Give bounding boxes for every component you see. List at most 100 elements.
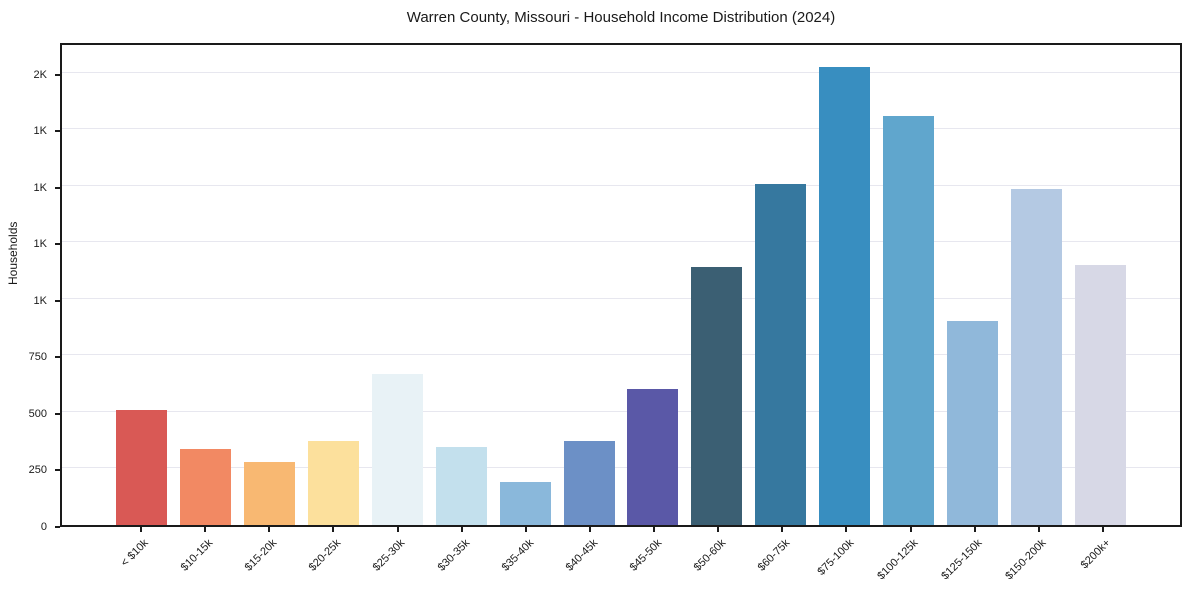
y-tick-label: 250 [28, 464, 47, 477]
y-tick-mark [55, 469, 60, 472]
bar-slot [429, 45, 493, 525]
x-slot: $100-125k [875, 527, 942, 589]
x-tick-label-$125-150k: $125-150k [939, 537, 985, 583]
x-tick-label-$100-125k: $100-125k [875, 537, 921, 583]
x-slot: < $10k [108, 527, 172, 589]
y-tick-label: 750 [28, 351, 47, 364]
bar-$35-40k [499, 482, 551, 525]
x-tick-label-$35-40k: $35-40k [499, 537, 536, 574]
x-tick-label-$30-35k: $30-35k [435, 537, 472, 574]
gridline-250 [62, 467, 1180, 469]
x-tick-mark [396, 527, 399, 532]
x-tick-label-$60-75k: $60-75k [755, 537, 793, 574]
gridline-1500 [62, 184, 1180, 186]
gridline-750 [62, 354, 1180, 356]
x-tick-mark [653, 527, 656, 532]
bar-$45-50k [627, 389, 679, 525]
y-tick-label: 1K [33, 294, 47, 307]
bar-$30-35k [435, 446, 487, 525]
x-axis-ticks: < $10k $10-15k $15-20k $20-25k $25-30k $30-35… [60, 527, 1182, 589]
x-tick-label-$40-45k: $40-45k [563, 537, 601, 574]
x-slot: $20-25k [300, 527, 364, 589]
x-slot: $60-75k [749, 527, 813, 589]
x-tick-mark [140, 527, 143, 532]
gridline-1750 [62, 128, 1180, 130]
x-slot: $75-100k [813, 527, 877, 589]
bar-slot [1068, 45, 1132, 525]
x-tick-label-$15-20k: $15-20k [242, 537, 280, 574]
y-tick-label: 1K [33, 238, 47, 251]
x-tick-label-$150-200k: $150-200k [1003, 537, 1049, 583]
bar-slot [749, 45, 813, 525]
x-tick-label-$50-60k: $50-60k [691, 537, 729, 574]
bar-slot [366, 45, 430, 525]
y-tick-mark [55, 73, 60, 76]
x-tick-mark [204, 527, 207, 532]
x-slot: $15-20k [236, 527, 300, 589]
y-tick-mark [55, 526, 60, 528]
bar-$10-15k [180, 448, 232, 525]
bar-$125-150k [946, 320, 998, 525]
bar-slot [174, 45, 238, 525]
x-tick-mark [717, 527, 720, 532]
x-slot: $150-200k [1003, 527, 1070, 589]
bar-slot [302, 45, 366, 525]
x-tick-mark [845, 527, 848, 532]
bar-slot [238, 45, 302, 525]
x-tick-mark [524, 527, 527, 532]
x-tick-mark [588, 527, 591, 532]
bar-$25-30k [371, 373, 423, 525]
x-tick-mark [460, 527, 463, 532]
x-tick-label-$75-100k: $75-100k [815, 537, 857, 578]
x-tick-label-$45-50k: $45-50k [627, 537, 665, 574]
bar-slot [493, 45, 557, 525]
chart-title: Warren County, Missouri - Household Inco… [406, 9, 836, 26]
bar-slot [877, 45, 941, 525]
gridline-1000 [62, 297, 1180, 299]
bar-$200k+ [1074, 264, 1126, 525]
x-tick-label-$20-25k: $20-25k [306, 537, 344, 574]
bar-$40-45k [563, 440, 615, 525]
x-tick-label-$200k+: $200k+ [1078, 537, 1114, 572]
y-tick-label: 500 [28, 407, 47, 420]
x-tick-mark [268, 527, 271, 532]
y-tick-label: 1K [33, 181, 47, 194]
bar-slot [1004, 45, 1068, 525]
y-tick-label: 1K [33, 125, 47, 138]
bar-slot [813, 45, 877, 525]
y-tick-mark [55, 186, 60, 189]
bar-$50-60k [691, 267, 743, 525]
x-slot: $125-150k [939, 527, 1006, 589]
x-slot: $50-60k [685, 527, 749, 589]
x-tick-mark [909, 527, 912, 532]
x-tick-mark [973, 527, 976, 532]
x-tick-label-$10-15k: $10-15k [178, 537, 216, 574]
bar-$100-125k [882, 115, 934, 525]
x-tick-mark [1101, 527, 1104, 532]
x-tick-label-< $10k: < $10k [119, 537, 152, 570]
x-tick-mark [332, 527, 335, 532]
bars-container [62, 45, 1180, 525]
x-slot: $10-15k [172, 527, 236, 589]
bar-slot [940, 45, 1004, 525]
bar-$150-200k [1010, 188, 1062, 525]
bar-slot [557, 45, 621, 525]
plot-area [60, 43, 1182, 527]
bar-$20-25k [308, 440, 360, 525]
bar-$15-20k [244, 462, 296, 525]
x-slot: $200k+ [1070, 527, 1134, 589]
bar-$60-75k [755, 184, 807, 525]
y-tick-label: 2K [33, 68, 47, 81]
y-tick-mark [55, 130, 60, 133]
gridline-2000 [62, 71, 1180, 73]
y-tick-mark [55, 356, 60, 359]
gridline-1250 [62, 241, 1180, 243]
x-slot: $30-35k [429, 527, 493, 589]
bar-slot [621, 45, 685, 525]
x-slot: $45-50k [621, 527, 685, 589]
bar-slot [685, 45, 749, 525]
y-tick-mark [55, 412, 60, 415]
bar-$75-100k [819, 67, 871, 525]
y-tick-label: 0 [40, 521, 47, 533]
